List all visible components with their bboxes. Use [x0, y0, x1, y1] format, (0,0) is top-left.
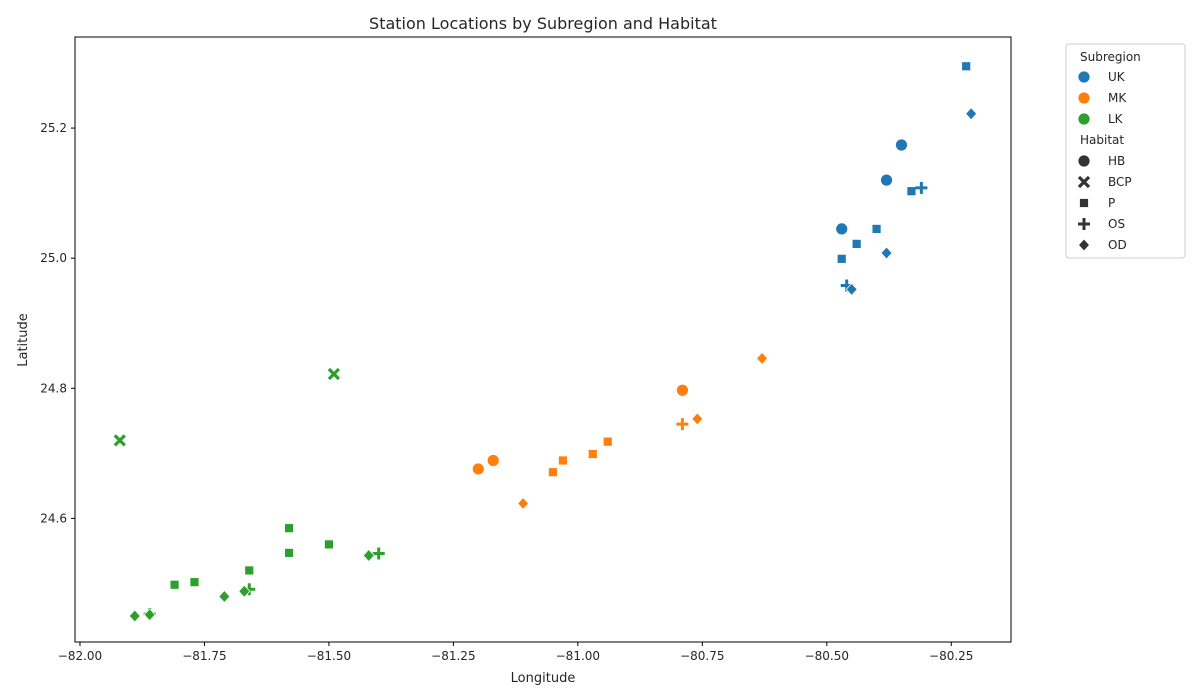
- point-lk-od: [128, 609, 141, 623]
- point-uk-p: [836, 253, 847, 264]
- point-mk-os: [676, 418, 689, 431]
- legend: Subregion UK MK LK Habitat HB BCP P OS OD: [1065, 43, 1186, 259]
- x-tick-label: −81.00: [556, 649, 600, 663]
- point-uk-os: [915, 181, 928, 194]
- point-lk-bcp: [327, 367, 341, 381]
- chart-title: Station Locations by Subregion and Habit…: [369, 14, 717, 33]
- point-lk-od: [238, 584, 251, 598]
- y-tick-label: 24.6: [40, 511, 67, 525]
- legend-marker-od: [1077, 238, 1091, 252]
- legend-label-p: P: [1108, 196, 1115, 210]
- data-points: [113, 61, 978, 623]
- point-uk-hb: [835, 222, 849, 236]
- point-lk-p: [284, 523, 294, 534]
- y-tick-label: 25.0: [40, 251, 67, 265]
- point-lk-p: [324, 539, 334, 550]
- legend-marker-uk: [1077, 70, 1091, 84]
- point-mk-od: [517, 496, 530, 511]
- point-lk-od: [362, 548, 375, 563]
- x-tick-label: −81.50: [307, 649, 351, 663]
- x-tick-label: −80.75: [680, 649, 724, 663]
- point-lk-od: [218, 589, 231, 604]
- point-uk-p: [871, 224, 882, 234]
- point-lk-od: [143, 608, 156, 622]
- x-axis-label: Longitude: [511, 671, 576, 686]
- point-mk-od: [691, 412, 704, 426]
- point-mk-od: [756, 351, 769, 365]
- legend-marker-mk: [1077, 91, 1091, 105]
- legend-label-uk: UK: [1108, 70, 1126, 84]
- point-uk-p: [961, 61, 972, 72]
- legend-label-od: OD: [1108, 238, 1127, 252]
- point-uk-hb: [895, 138, 908, 152]
- legend-frame: [1065, 43, 1186, 259]
- point-mk-p: [602, 436, 613, 447]
- x-tick-label: −80.25: [929, 649, 973, 663]
- legend-marker-lk: [1077, 112, 1091, 126]
- point-uk-p: [851, 238, 862, 249]
- legend-label-mk: MK: [1108, 91, 1127, 105]
- x-axis-ticks: −82.00 −81.75 −81.50 −81.25 −81.00 −80.75 −80.…: [58, 642, 973, 663]
- legend-label-bcp: BCP: [1108, 175, 1132, 189]
- point-lk-os: [372, 547, 385, 560]
- point-mk-hb: [676, 383, 689, 397]
- point-mk-p: [587, 449, 598, 459]
- y-axis-ticks: 24.6 24.8 25.0 25.2: [40, 121, 75, 525]
- x-tick-label: −82.00: [58, 649, 102, 663]
- y-axis-label: Latitude: [16, 313, 31, 367]
- point-mk-hb: [486, 454, 500, 467]
- point-uk-hb: [880, 173, 893, 187]
- legend-title-habitat: Habitat: [1080, 133, 1124, 147]
- point-mk-hb: [471, 462, 485, 476]
- legend-label-hb: HB: [1108, 154, 1125, 168]
- legend-marker-hb: [1077, 154, 1091, 168]
- point-mk-p: [558, 455, 568, 466]
- legend-title-subregion: Subregion: [1080, 50, 1141, 64]
- legend-marker-bcp: [1077, 175, 1091, 189]
- x-tick-label: −81.75: [182, 649, 226, 663]
- point-lk-p: [189, 577, 200, 588]
- y-tick-label: 25.2: [40, 121, 67, 135]
- point-lk-p: [169, 579, 180, 590]
- legend-label-lk: LK: [1108, 112, 1124, 126]
- point-mk-p: [548, 467, 558, 478]
- point-uk-od: [845, 282, 858, 297]
- point-lk-bcp: [113, 434, 126, 447]
- plot-area: [74, 36, 1012, 643]
- point-uk-p: [906, 186, 917, 197]
- point-uk-od: [880, 246, 893, 260]
- legend-marker-p: [1079, 198, 1089, 208]
- y-tick-label: 24.8: [40, 381, 67, 395]
- legend-marker-os: [1078, 218, 1090, 230]
- point-lk-p: [244, 565, 255, 576]
- point-uk-od: [965, 107, 978, 121]
- point-lk-p: [284, 547, 294, 558]
- x-tick-label: −81.25: [431, 649, 475, 663]
- x-tick-label: −80.50: [805, 649, 849, 663]
- legend-label-os: OS: [1108, 217, 1125, 231]
